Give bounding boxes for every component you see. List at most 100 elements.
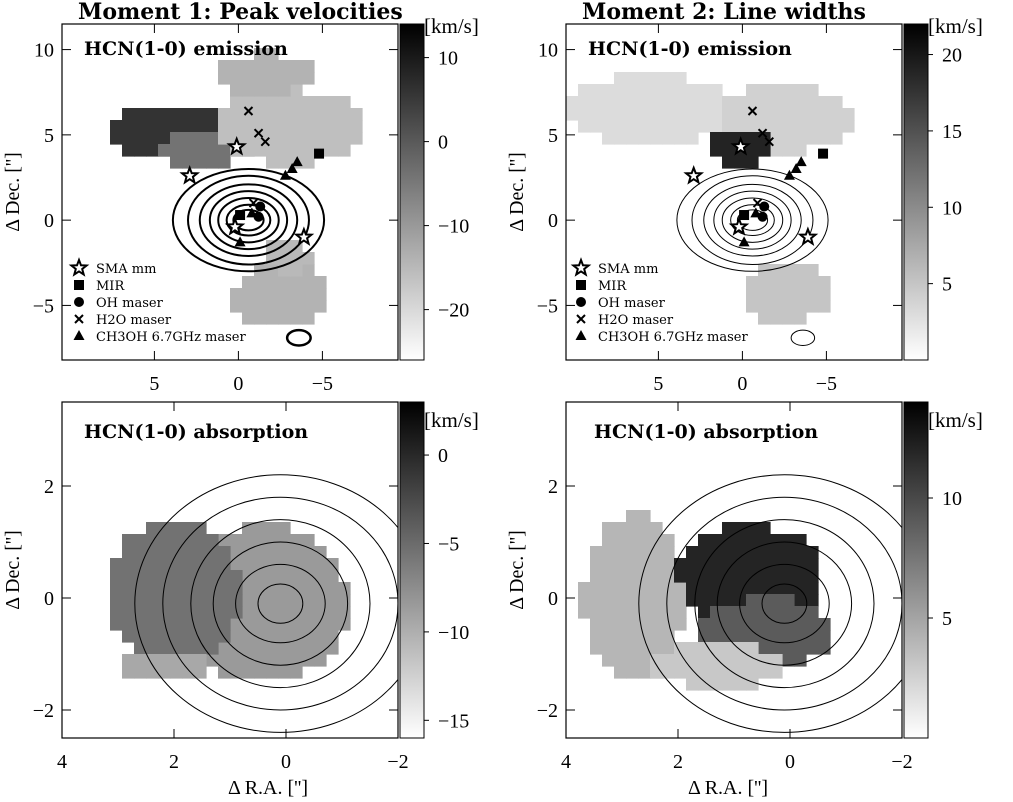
map-pixel <box>254 84 267 97</box>
map-pixel <box>758 630 771 643</box>
map-pixel <box>806 630 819 643</box>
map-pixel <box>266 300 279 313</box>
map-pixel <box>614 534 627 547</box>
map-pixel <box>770 108 783 121</box>
map-pixel <box>290 570 303 583</box>
map-pixel <box>230 582 243 595</box>
map-pixel <box>218 606 231 619</box>
map-pixel <box>710 108 723 121</box>
triangle-icon <box>790 162 802 173</box>
map-pixel <box>314 630 327 643</box>
map-pixel <box>254 642 267 655</box>
map-pixel <box>170 144 183 157</box>
triangle-icon <box>246 207 258 218</box>
map-pixel <box>242 288 255 301</box>
map-pixel <box>638 582 651 595</box>
map-layer <box>566 72 855 347</box>
map-pixel <box>146 522 159 535</box>
map-pixel <box>734 156 747 169</box>
map-pixel <box>122 144 135 157</box>
map-pixel <box>686 594 699 607</box>
map-pixel <box>206 108 219 121</box>
map-pixel <box>650 630 663 643</box>
colorbar-tick-label: −15 <box>438 710 469 732</box>
map-pixel <box>230 108 243 121</box>
map-pixel <box>758 288 771 301</box>
map-pixel <box>254 522 267 535</box>
map-pixel <box>302 312 315 325</box>
map-pixel <box>278 276 291 289</box>
map-pixel <box>242 84 255 97</box>
map-pixel <box>602 630 615 643</box>
map-pixel <box>830 120 843 133</box>
y-tick-label: 2 <box>548 476 558 498</box>
cross-icon <box>757 128 768 138</box>
map-pixel <box>182 546 195 559</box>
map-pixel <box>158 546 171 559</box>
map-pixel <box>230 72 243 85</box>
map-pixel <box>302 288 315 301</box>
map-pixel <box>242 642 255 655</box>
map-pixel <box>170 642 183 655</box>
map-pixel <box>194 156 207 169</box>
map-pixel <box>770 84 783 97</box>
map-pixel <box>674 108 687 121</box>
map-pixel <box>194 522 207 535</box>
plot-frame <box>61 401 399 739</box>
triangle-icon <box>750 207 762 218</box>
map-pixel <box>626 96 639 109</box>
map-pixel <box>782 144 795 157</box>
map-pixel <box>278 96 291 109</box>
map-pixel <box>650 132 663 145</box>
map-pixel <box>350 120 363 133</box>
legend-label-sma-mm: SMA mm <box>598 262 658 277</box>
map-pixel <box>266 606 279 619</box>
map-pixel <box>782 606 795 619</box>
map-pixel <box>302 300 315 313</box>
map-pixel <box>590 594 603 607</box>
map-pixel <box>722 606 735 619</box>
contour-line <box>739 563 830 644</box>
map-pixel <box>194 666 207 679</box>
map-pixel <box>674 558 687 571</box>
map-pixel <box>302 108 315 121</box>
map-pixel <box>746 666 759 679</box>
map-pixel <box>746 618 759 631</box>
map-pixel <box>122 546 135 559</box>
map-pixel <box>134 144 147 157</box>
map-pixel <box>134 606 147 619</box>
square-icon <box>576 280 586 290</box>
map-pixel <box>350 108 363 121</box>
map-pixel <box>242 120 255 133</box>
map-pixel <box>590 630 603 643</box>
map-pixel <box>758 144 771 157</box>
map-pixel <box>770 630 783 643</box>
cross-icon <box>260 136 270 147</box>
map-pixel <box>758 654 771 667</box>
map-pixel <box>146 120 159 133</box>
map-pixel <box>170 132 183 145</box>
map-pixel <box>782 642 795 655</box>
contour-line <box>225 203 272 237</box>
map-pixel <box>254 666 267 679</box>
map-pixel <box>182 144 195 157</box>
triangle-icon <box>234 236 246 247</box>
map-pixel <box>794 264 807 277</box>
map-pixel <box>794 582 807 595</box>
map-pixel <box>806 594 819 607</box>
map-pixel <box>302 144 315 157</box>
cross-icon <box>576 314 586 324</box>
map-pixel <box>626 120 639 133</box>
map-pixel <box>206 156 219 169</box>
legend-label-h2o-maser: H2O maser <box>96 313 172 328</box>
map-pixel <box>194 582 207 595</box>
map-pixel <box>770 666 783 679</box>
map-pixel <box>710 132 723 145</box>
map-pixel <box>602 618 615 631</box>
map-pixel <box>278 654 291 667</box>
map-pixel <box>746 558 759 571</box>
map-pixel <box>254 48 267 61</box>
map-pixel <box>314 120 327 133</box>
map-pixel <box>746 288 759 301</box>
map-pixel <box>110 558 123 571</box>
